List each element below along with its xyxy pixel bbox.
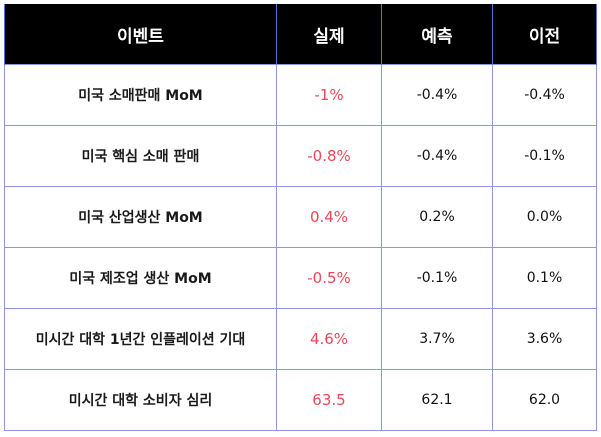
forecast-value-cell: 3.7% xyxy=(381,308,493,370)
previous-value-cell: 0.0% xyxy=(492,186,597,248)
forecast-value-cell: 0.2% xyxy=(381,186,493,248)
actual-value-cell: 63.5 xyxy=(276,369,382,431)
actual-value-cell: 4.6% xyxy=(276,308,382,370)
header-forecast: 예측 xyxy=(381,4,493,65)
previous-value-cell: -0.1% xyxy=(492,125,597,187)
table-row: 미국 제조업 생산 MoM -0.5% -0.1% 0.1% xyxy=(4,247,597,309)
header-event: 이벤트 xyxy=(4,4,277,65)
actual-value-cell: 0.4% xyxy=(276,186,382,248)
economic-events-table: 이벤트 실제 예측 이전 미국 소매판매 MoM -1% -0.4% -0.4%… xyxy=(4,4,597,431)
header-actual: 실제 xyxy=(276,4,382,65)
event-name-cell: 미국 소매판매 MoM xyxy=(4,64,277,126)
event-name-cell: 미국 제조업 생산 MoM xyxy=(4,247,277,309)
actual-value-cell: -0.5% xyxy=(276,247,382,309)
actual-value-cell: -0.8% xyxy=(276,125,382,187)
previous-value-cell: -0.4% xyxy=(492,64,597,126)
previous-value-cell: 62.0 xyxy=(492,369,597,431)
table-row: 미시간 대학 소비자 심리 63.5 62.1 62.0 xyxy=(4,369,597,431)
table-row: 미국 핵심 소매 판매 -0.8% -0.4% -0.1% xyxy=(4,125,597,187)
forecast-value-cell: -0.1% xyxy=(381,247,493,309)
table-row: 미국 산업생산 MoM 0.4% 0.2% 0.0% xyxy=(4,186,597,248)
previous-value-cell: 0.1% xyxy=(492,247,597,309)
forecast-value-cell: -0.4% xyxy=(381,125,493,187)
economic-events-table-container: 이벤트 실제 예측 이전 미국 소매판매 MoM -1% -0.4% -0.4%… xyxy=(4,4,597,431)
previous-value-cell: 3.6% xyxy=(492,308,597,370)
header-row: 이벤트 실제 예측 이전 xyxy=(4,4,597,65)
event-name-cell: 미국 핵심 소매 판매 xyxy=(4,125,277,187)
header-previous: 이전 xyxy=(492,4,597,65)
table-header: 이벤트 실제 예측 이전 xyxy=(4,4,597,65)
event-name-cell: 미시간 대학 1년간 인플레이션 기대 xyxy=(4,308,277,370)
event-name-cell: 미국 산업생산 MoM xyxy=(4,186,277,248)
forecast-value-cell: 62.1 xyxy=(381,369,493,431)
forecast-value-cell: -0.4% xyxy=(381,64,493,126)
actual-value-cell: -1% xyxy=(276,64,382,126)
event-name-cell: 미시간 대학 소비자 심리 xyxy=(4,369,277,431)
table-row: 미국 소매판매 MoM -1% -0.4% -0.4% xyxy=(4,64,597,126)
table-row: 미시간 대학 1년간 인플레이션 기대 4.6% 3.7% 3.6% xyxy=(4,308,597,370)
table-body: 미국 소매판매 MoM -1% -0.4% -0.4% 미국 핵심 소매 판매 … xyxy=(4,64,597,431)
